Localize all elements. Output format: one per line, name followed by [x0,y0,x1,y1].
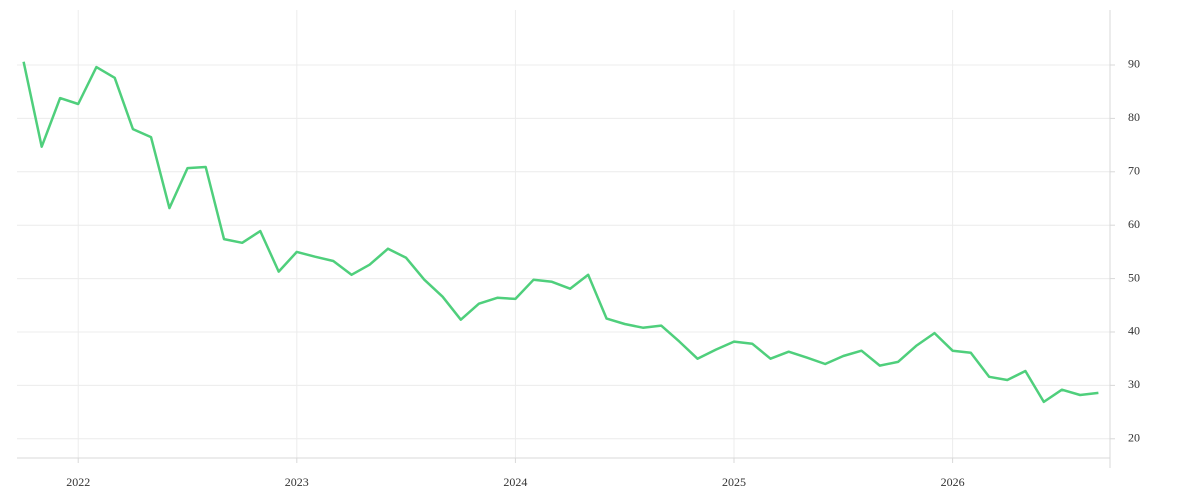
x-tick-label: 2026 [941,475,965,489]
y-tick-label: 20 [1128,431,1140,445]
x-tick-label: 2024 [503,475,527,489]
x-tick-label: 2025 [722,475,746,489]
y-tick-label: 50 [1128,270,1140,284]
y-tick-label: 60 [1128,217,1140,231]
y-tick-label: 30 [1128,377,1140,391]
y-tick-label: 40 [1128,324,1140,338]
x-tick-label: 2023 [285,475,309,489]
y-tick-label: 70 [1128,164,1140,178]
y-tick-label: 80 [1128,110,1140,124]
x-tick-label: 2022 [66,475,90,489]
y-tick-label: 90 [1128,57,1140,71]
line-series [22,61,1099,404]
